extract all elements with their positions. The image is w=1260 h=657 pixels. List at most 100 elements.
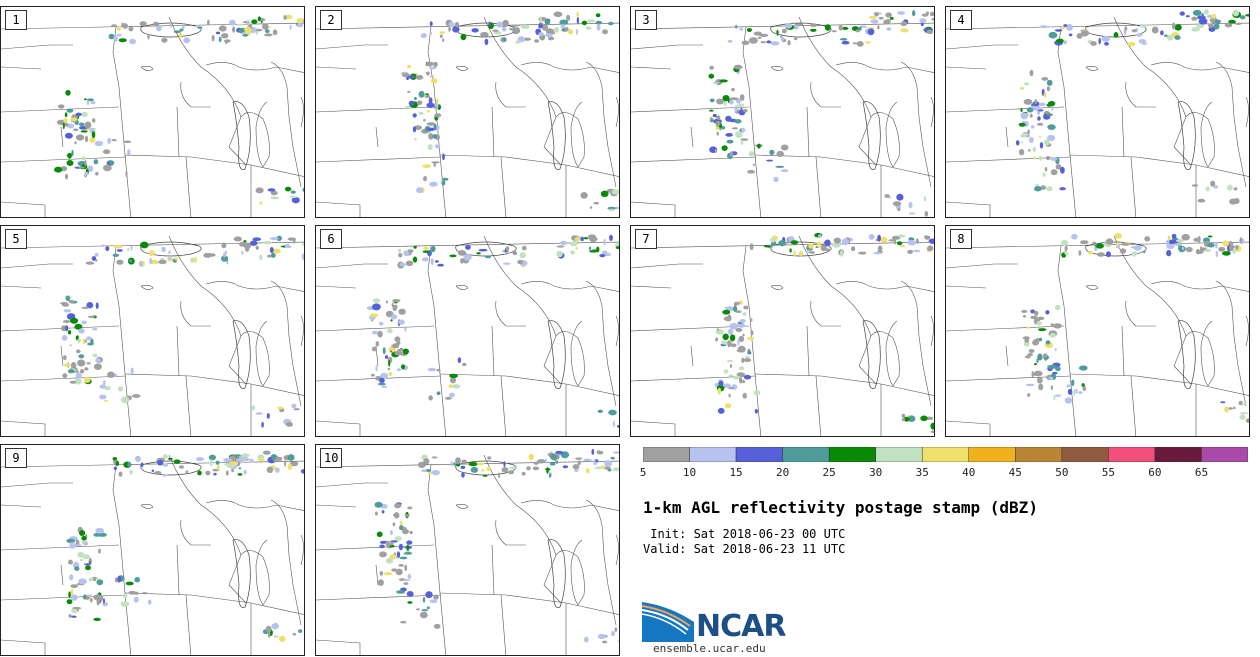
- reflectivity-echo: [729, 151, 734, 157]
- reflectivity-echo: [760, 41, 766, 44]
- reflectivity-echo: [731, 87, 735, 92]
- reflectivity-echo: [780, 36, 785, 42]
- reflectivity-echo: [740, 140, 744, 145]
- reflectivity-echo: [379, 540, 387, 544]
- reflectivity-echo: [92, 328, 98, 331]
- reflectivity-echo: [599, 254, 606, 258]
- reflectivity-echo: [1224, 406, 1229, 413]
- reflectivity-echo: [421, 469, 427, 473]
- boundary-line: [810, 300, 841, 327]
- reflectivity-echo: [1142, 250, 1146, 254]
- base-map: [316, 234, 619, 436]
- reflectivity-echo: [926, 416, 934, 420]
- reflectivity-echo: [291, 196, 300, 204]
- reflectivity-echo: [798, 250, 804, 257]
- reflectivity-echo: [102, 602, 109, 607]
- lake-outline: [140, 22, 202, 38]
- reflectivity-echo: [532, 466, 539, 471]
- reflectivity-echo: [265, 625, 272, 633]
- ncar-logo-text: NCAR: [696, 609, 786, 644]
- reflectivity-echo: [581, 20, 588, 26]
- reflectivity-echo: [167, 257, 173, 260]
- reflectivity-echo: [1030, 315, 1038, 320]
- reflectivity-echo: [568, 29, 573, 35]
- reflectivity-echo: [272, 248, 281, 254]
- reflectivity-echo: [1028, 349, 1035, 353]
- reflectivity-echo: [727, 340, 732, 348]
- reflectivity-echo: [91, 131, 96, 139]
- reflectivity-echo: [897, 207, 901, 211]
- reflectivity-echo: [399, 262, 406, 267]
- reflectivity-echo: [1034, 99, 1037, 105]
- boundary-line: [124, 154, 252, 166]
- reflectivity-echo: [708, 73, 715, 79]
- reflectivity-echo: [81, 111, 88, 117]
- boundary-line: [270, 499, 302, 626]
- reflectivity-echo: [407, 249, 414, 253]
- reflectivity-echo: [437, 263, 445, 267]
- boundary-line: [806, 106, 810, 158]
- reflectivity-echo: [1053, 395, 1056, 401]
- reflectivity-echo: [399, 556, 408, 560]
- reflectivity-echo: [1101, 36, 1111, 42]
- reflectivity-echo: [1192, 9, 1202, 16]
- reflectivity-echo: [406, 544, 410, 551]
- lake-outline: [232, 320, 251, 389]
- boundary-line: [1200, 101, 1213, 168]
- reflectivity-echo: [403, 582, 409, 585]
- reflectivity-echo: [87, 594, 92, 597]
- reflectivity-echo: [1167, 235, 1171, 241]
- reflectivity-echo: [423, 458, 430, 465]
- reflectivity-echo: [753, 390, 761, 396]
- reflectivity-echo: [618, 640, 619, 642]
- boundary-line: [835, 62, 934, 73]
- reflectivity-echo: [242, 33, 249, 37]
- reflectivity-echo: [1032, 146, 1036, 153]
- reflectivity-echo: [1105, 251, 1111, 258]
- reflectivity-echo: [213, 472, 217, 476]
- reflectivity-echo: [1171, 233, 1177, 239]
- reflectivity-echo: [1027, 353, 1033, 357]
- lake-outline: [770, 241, 832, 257]
- boundary-line: [439, 592, 567, 604]
- boundary-line: [185, 375, 192, 436]
- boundary-line: [180, 300, 211, 327]
- reflectivity-echo: [394, 350, 403, 356]
- reflectivity-echo: [74, 323, 83, 330]
- reflectivity-echo: [1063, 24, 1068, 27]
- reflectivity-echo: [130, 245, 133, 251]
- reflectivity-echo: [1227, 407, 1234, 410]
- reflectivity-echo: [154, 471, 162, 475]
- reflectivity-echo: [858, 26, 862, 31]
- reflectivity-echo: [78, 578, 87, 585]
- reflectivity-echo: [111, 139, 117, 142]
- reflectivity-echo: [84, 98, 87, 101]
- reflectivity-echo: [855, 29, 860, 33]
- reflectivity-echo: [1024, 338, 1030, 343]
- reflectivity-echo: [1044, 167, 1048, 172]
- reflectivity-echo: [743, 374, 752, 380]
- reflectivity-echo: [57, 104, 65, 109]
- reflectivity-echo: [208, 454, 216, 461]
- reflectivity-echo: [70, 584, 78, 588]
- reflectivity-echo: [603, 238, 606, 246]
- reflectivity-echo: [1037, 353, 1043, 361]
- reflectivity-echo: [526, 466, 531, 471]
- reflectivity-echo: [72, 607, 82, 610]
- boundary-line: [1005, 126, 1009, 148]
- reflectivity-echo: [218, 36, 222, 43]
- reflectivity-echo: [1047, 124, 1056, 130]
- reflectivity-echo: [1015, 140, 1020, 146]
- reflectivity-echo: [80, 369, 85, 374]
- boundary-line: [1195, 383, 1249, 396]
- map-panel-10: 10: [315, 444, 620, 656]
- reflectivity-echo: [173, 30, 182, 34]
- reflectivity-echo: [721, 340, 727, 345]
- reflectivity-echo: [380, 372, 389, 379]
- reflectivity-echo: [255, 187, 264, 194]
- reflectivity-echo: [743, 358, 752, 362]
- reflectivity-echo: [66, 160, 74, 166]
- reflectivity-echo: [67, 152, 72, 159]
- reflectivity-echo: [1181, 246, 1185, 251]
- reflectivity-echo: [215, 460, 220, 465]
